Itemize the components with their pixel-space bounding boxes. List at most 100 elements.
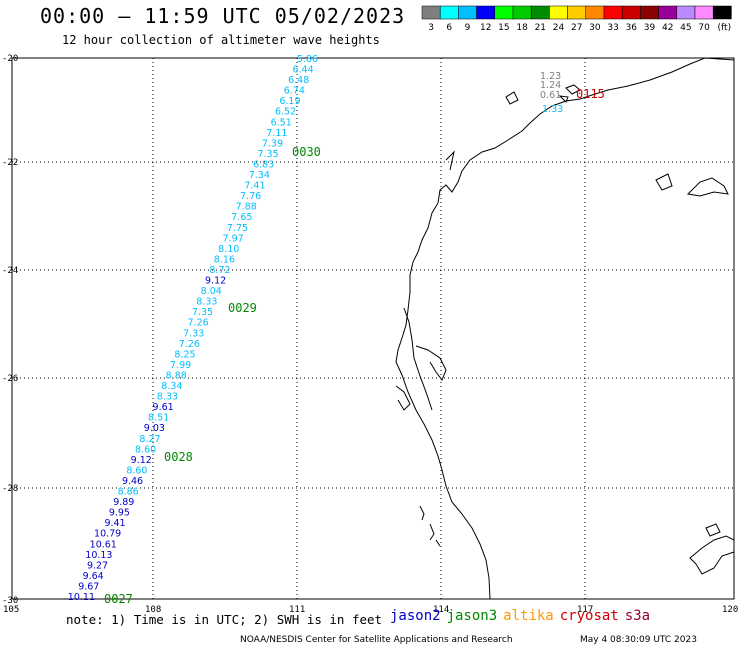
legend-swatch [476, 5, 496, 20]
lat-tick-label: -28 [2, 484, 18, 494]
wave-height-label: 8.25 [174, 349, 195, 360]
wave-height-label: 6.83 [253, 159, 274, 170]
legend-label: 18 [516, 23, 528, 33]
legend-swatch [458, 5, 477, 20]
legend-altika: altika [503, 608, 554, 624]
wave-height-label: 6.52 [275, 107, 296, 118]
wave-height-label: 9.67 [78, 581, 99, 592]
legend-s3a: s3a [624, 608, 651, 624]
lon-tick-label: 108 [145, 605, 161, 615]
wave-height-label: 7.97 [223, 233, 244, 244]
cryosat-track: 1.23 1.24 0.61 1.33 0115 [540, 71, 605, 115]
wave-height-label: 9.12 [205, 276, 226, 287]
wave-height-label: 8.10 [218, 244, 239, 255]
lat-tick-label: -26 [2, 374, 18, 384]
wave-height-label: 10.11 [68, 592, 95, 603]
page-title: 00:00 — 11:59 UTC 05/02/2023 [40, 4, 406, 28]
legend-swatch [421, 5, 441, 20]
wave-height-label: 7.75 [227, 223, 248, 234]
legend-label: 24 [553, 23, 565, 33]
footer-note: note: 1) Time is in UTC; 2) SWH is in fe… [66, 612, 383, 627]
legend-label: 30 [589, 23, 601, 33]
wave-height-label: 9.95 [109, 508, 130, 519]
wave-height-label: 8.33 [196, 297, 217, 308]
wave-height-label: 7.65 [231, 212, 252, 223]
wave-height-label: 8.72 [209, 265, 230, 276]
wave-height-label: 7.39 [262, 138, 283, 149]
track-time-label: 0029 [228, 301, 257, 315]
legend-label: 42 [662, 23, 673, 33]
wave-height-label: 9.64 [83, 571, 104, 582]
wave-height-label: 7.33 [183, 328, 204, 339]
lat-tick-label: -30 [2, 596, 18, 606]
wave-height-label: 9.89 [113, 497, 134, 508]
wave-height-label: 8.16 [214, 254, 235, 265]
legend-label: 6 [446, 23, 452, 33]
lat-tick-label: -22 [2, 158, 18, 168]
wave-height-label: 7.26 [179, 339, 200, 350]
lon-tick-label: 105 [3, 605, 19, 615]
legend-jason2: jason2 [390, 608, 441, 624]
wave-height-label: 9.27 [87, 560, 108, 571]
wave-height-label: 8.88 [166, 370, 187, 381]
wave-height-label: 7.76 [240, 191, 261, 202]
lon-tick-label: 111 [289, 605, 305, 615]
wave-height-label: 8.60 [126, 465, 147, 476]
wave-height-label: 7.41 [244, 181, 265, 192]
wave-height-label: 6.44 [292, 65, 313, 76]
legend-label: (ft) [718, 23, 732, 33]
wave-height-label: 8.34 [161, 381, 182, 392]
graticule [12, 58, 734, 599]
wave-height-label: 9.46 [122, 476, 143, 487]
legend-swatch [585, 5, 605, 20]
legend-label: 45 [680, 23, 691, 33]
wave-height-label: 10.13 [85, 550, 112, 561]
legend-swatch [603, 5, 623, 20]
track-time-label: 0115 [576, 87, 605, 101]
lat-tick-label: -20 [2, 54, 18, 64]
legend-label: 36 [626, 23, 638, 33]
legend-swatch [530, 5, 550, 20]
wave-height-label: 10.61 [90, 539, 117, 550]
legend-label: 3 [428, 23, 434, 33]
wave-height-label: 6.74 [284, 86, 305, 97]
legend-label: 33 [607, 23, 618, 33]
legend-label: 9 [465, 23, 471, 33]
wave-height-label: 8.60 [135, 444, 156, 455]
legend-swatch [712, 5, 732, 20]
wave-height-label: 10.79 [94, 529, 121, 540]
wave-height-label: 1.24 [540, 80, 561, 91]
wave-height-label: 8.51 [148, 413, 169, 424]
legend-label: 39 [644, 23, 656, 33]
wave-height-label: 6.51 [271, 117, 292, 128]
lat-tick-label: -24 [2, 266, 18, 276]
legend-swatch [658, 5, 678, 20]
wave-height-label: 9.61 [153, 402, 174, 413]
legend-label: 12 [480, 23, 491, 33]
wave-height-label: 8.27 [139, 434, 160, 445]
wave-height-label: 9.41 [104, 518, 125, 529]
color-legend: 3 6 9 12 15 18 21 24 27 30 33 36 39 42 45 70 (ft) [421, 5, 732, 33]
legend-swatch [494, 5, 514, 20]
wave-height-label: 1.23 [540, 71, 561, 82]
wave-height-label: 7.35 [192, 307, 213, 318]
lon-tick-label: 120 [722, 605, 738, 615]
wave-height-label: 9.03 [144, 423, 165, 434]
track-time-label: 0028 [164, 450, 193, 464]
timestamp: May 4 08:30:09 UTC 2023 [580, 635, 697, 645]
wave-height-label: 7.34 [249, 170, 270, 181]
legend-jason3: jason3 [446, 608, 498, 624]
jason3-track: 5.866.446.486.746.196.526.517.117.397.35… [68, 54, 318, 603]
wave-height-label: 7.99 [170, 360, 191, 371]
wave-height-label: 7.88 [236, 202, 257, 213]
legend-label: 21 [535, 23, 546, 33]
legend-swatch [694, 5, 714, 20]
credit-line: NOAA/NESDIS Center for Satellite Applica… [240, 635, 513, 645]
wave-height-label: 7.26 [188, 318, 209, 329]
wave-height-label: 8.33 [157, 392, 178, 403]
legend-swatch [621, 5, 641, 20]
legend-swatch [640, 5, 659, 20]
wave-height-label: 5.86 [297, 54, 318, 65]
legend-swatch [549, 5, 568, 20]
